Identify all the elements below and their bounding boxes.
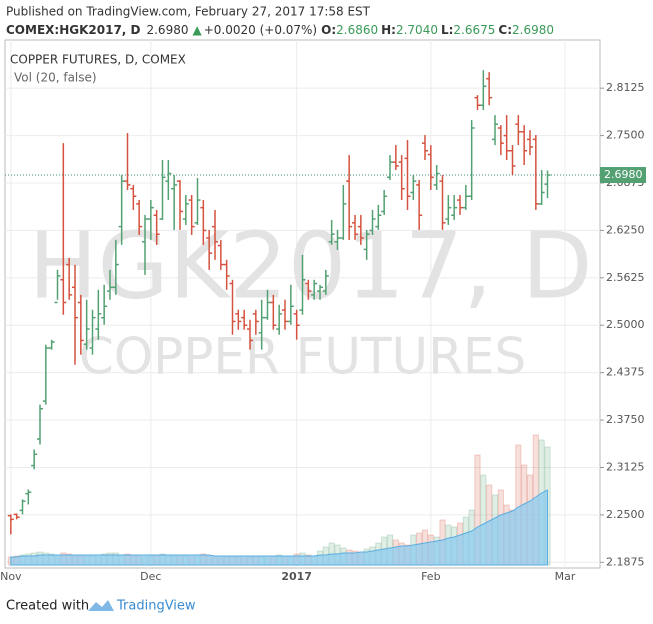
y-tick-label: 2.4375 <box>606 366 645 379</box>
y-tick-label: 2.5000 <box>606 318 645 331</box>
y-tick-label: 2.7500 <box>606 129 645 142</box>
plot: 2.1875 2.2500 2.3125 2.3750 2.4375 2.5000 2.56… <box>0 40 645 583</box>
x-tick-label: Dec <box>140 570 161 583</box>
logo <box>88 600 114 611</box>
y-tick-label: 2.5625 <box>606 271 645 284</box>
logo-icon <box>88 600 114 611</box>
quote-line: COMEX:HGK2017, D 2.6980 ▲ +0.0020 (+0.07%) O… <box>6 23 554 37</box>
low-label: L: <box>441 23 453 37</box>
high-label: H: <box>381 23 396 37</box>
watermark-subtitle: COPPER FUTURES <box>79 328 526 386</box>
x-tick-label: 2017 <box>281 570 312 583</box>
indicator-label: Vol (20, false) <box>14 71 97 85</box>
footer-created: Created with <box>6 599 89 614</box>
last: 2.6980 <box>146 23 188 37</box>
y-tick-label: 2.2500 <box>606 508 645 521</box>
open-label: O: <box>321 23 336 37</box>
x-tick-label: Feb <box>421 570 440 583</box>
change: +0.0020 (+0.07%) <box>204 23 317 37</box>
symbol: COMEX:HGK2017, D <box>6 23 141 37</box>
chart-title: COPPER FUTURES, D, COMEX <box>10 53 186 67</box>
open-value: 2.6860 <box>336 23 378 37</box>
arrow: ▲ <box>192 23 202 37</box>
published-line: Published on TradingView.com, February 2… <box>6 5 371 19</box>
y-tick-label: 2.1875 <box>606 555 645 568</box>
low-value: 2.6675 <box>453 23 495 37</box>
y-tick-label: 2.3750 <box>606 413 645 426</box>
volume-ma-area <box>10 489 548 566</box>
plot-frame <box>4 39 601 569</box>
footer-brand[interactable]: TradingView <box>116 599 196 614</box>
watermark: HGK2017, D <box>28 212 592 319</box>
x-tick-label: Nov <box>0 570 22 583</box>
last-price-label: 2.6980 <box>604 168 643 181</box>
x-tick-label: Mar <box>555 570 576 583</box>
y-tick-label: 2.3125 <box>606 460 645 473</box>
high-value: 2.7040 <box>396 23 438 37</box>
close-value: 2.6980 <box>512 23 554 37</box>
y-tick-label: 2.8125 <box>606 81 645 94</box>
y-tick-label: 2.6250 <box>606 223 645 236</box>
last-price-box <box>600 167 646 184</box>
close-label: C: <box>498 23 512 37</box>
